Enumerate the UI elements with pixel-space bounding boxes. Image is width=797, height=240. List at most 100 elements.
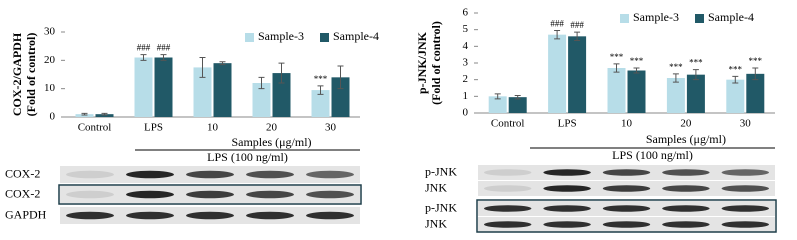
- blot-band: [721, 205, 770, 212]
- significance-label: ###: [550, 19, 564, 29]
- bar: [134, 57, 153, 117]
- significance-label: ***: [749, 56, 763, 66]
- significance-label: ***: [669, 62, 683, 72]
- blot-band: [126, 190, 174, 199]
- x-tick-label: 30: [740, 118, 752, 130]
- error-bar: [732, 75, 739, 84]
- x-axis-label: Samples (μg/ml): [646, 132, 726, 146]
- y-tick-label: 4: [463, 40, 469, 52]
- blot-band: [662, 205, 710, 212]
- bar: [548, 34, 567, 113]
- legend-label: Sample-3: [258, 29, 304, 43]
- error-bar: [160, 54, 167, 61]
- y-tick-label: 5: [463, 23, 469, 35]
- error-bar: [554, 30, 561, 40]
- blot-band: [306, 211, 354, 220]
- y-axis-label: COX-2/GAPDH: [10, 32, 24, 116]
- blot-band: [246, 211, 294, 220]
- significance-label: ***: [314, 74, 328, 84]
- treatment-label: LPS (100 ng/ml): [207, 150, 288, 164]
- legend-label: Sample-4: [333, 29, 379, 43]
- legend-label: Sample-4: [708, 10, 754, 24]
- error-bar: [337, 65, 344, 90]
- blot-band: [66, 190, 114, 199]
- y-axis-label: (Fold of control): [429, 21, 443, 105]
- bar: [331, 77, 350, 117]
- blot-band: [543, 169, 591, 176]
- blot-band: [602, 169, 651, 176]
- error-bar: [752, 67, 759, 81]
- y-axis-label: p-JNK/JNK: [415, 31, 429, 94]
- bar: [607, 68, 626, 113]
- blot-band: [186, 170, 234, 179]
- bar: [193, 67, 212, 117]
- treatment-label: LPS (100 ng/ml): [612, 148, 693, 162]
- y-tick-label: 0: [50, 111, 56, 123]
- blot-band: [186, 190, 234, 199]
- significance-label: ###: [137, 43, 151, 53]
- y-tick-label: 10: [44, 82, 56, 94]
- significance-label: ###: [157, 43, 171, 53]
- error-bar: [258, 76, 265, 90]
- x-tick-label: Control: [491, 118, 525, 130]
- error-bar: [574, 31, 581, 41]
- blot-label: COX-2: [5, 166, 40, 180]
- blot-band: [602, 221, 651, 228]
- blot-box: [476, 199, 777, 233]
- bar: [568, 36, 587, 114]
- legend-swatch: [695, 14, 704, 23]
- bar: [746, 73, 765, 113]
- x-tick-label: 20: [266, 122, 278, 134]
- blot-band: [483, 205, 532, 212]
- x-tick-label: 30: [325, 122, 337, 134]
- bar: [508, 97, 527, 113]
- blot-band: [246, 190, 294, 199]
- blot-band: [543, 185, 591, 192]
- y-tick-label: 30: [44, 26, 56, 38]
- y-tick-label: 20: [44, 54, 56, 66]
- blot-band: [186, 211, 234, 220]
- bar: [726, 79, 745, 113]
- x-tick-label: LPS: [558, 118, 577, 130]
- blot-band: [662, 185, 710, 192]
- blot-band: [246, 170, 294, 179]
- blot-label: GAPDH: [5, 207, 47, 221]
- blot-band: [66, 211, 114, 220]
- y-axis-label: (Fold of control): [24, 33, 38, 117]
- blot-band: [602, 185, 651, 192]
- blot-band: [721, 169, 770, 176]
- x-tick-label: Control: [78, 122, 112, 134]
- bar: [154, 57, 173, 117]
- significance-label: ***: [610, 52, 624, 62]
- y-tick-label: 3: [463, 57, 469, 69]
- error-bar: [613, 63, 620, 73]
- blot-band: [662, 169, 710, 176]
- blot-box: [58, 184, 362, 205]
- error-bar: [494, 93, 501, 100]
- bar: [311, 90, 330, 117]
- x-tick-label: LPS: [144, 122, 163, 134]
- bar: [272, 73, 291, 117]
- blot-label: p-JNK: [425, 200, 457, 214]
- error-bar: [633, 67, 640, 74]
- blot-label: p-JNK: [425, 164, 457, 178]
- legend-swatch: [245, 33, 254, 42]
- error-bar: [219, 61, 226, 66]
- blot-band: [66, 170, 114, 179]
- legend-label: Sample-3: [633, 10, 679, 24]
- legend-swatch: [620, 14, 629, 23]
- blot-band: [543, 205, 591, 212]
- blot-band: [483, 169, 532, 176]
- x-axis-label: Samples (μg/ml): [231, 135, 311, 149]
- blot-band: [662, 221, 710, 228]
- blot-band: [306, 170, 354, 179]
- significance-label: ***: [630, 56, 644, 66]
- error-bar: [101, 112, 108, 116]
- significance-label: ***: [689, 58, 703, 68]
- bar: [627, 70, 646, 113]
- blot-band: [483, 185, 532, 192]
- error-bar: [317, 85, 324, 95]
- blot-band: [126, 211, 174, 220]
- x-tick-label: 10: [207, 122, 219, 134]
- y-tick-label: 2: [463, 73, 469, 85]
